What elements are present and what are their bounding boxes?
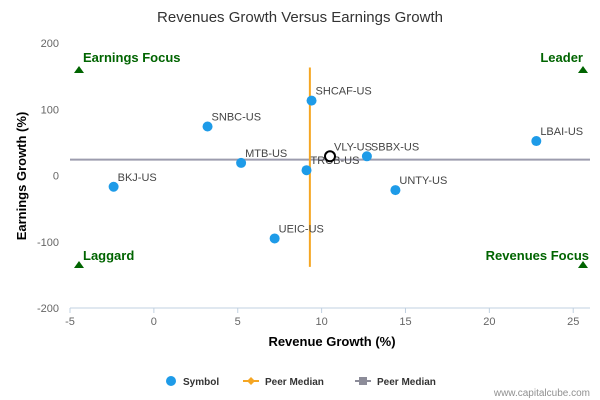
y-axis-title: Earnings Growth (%): [14, 112, 29, 241]
data-point-highlight: [324, 150, 336, 163]
x-tick-label: 0: [151, 316, 157, 328]
quadrant-bottom-left: Laggard: [83, 248, 134, 263]
triangle-top-left-icon: [74, 66, 84, 73]
legend-item-revenue-median[interactable]: Peer Median: [243, 377, 324, 388]
legend-label-earnings-median: Peer Median: [377, 377, 436, 388]
legend-item-earnings-median[interactable]: Peer Median: [355, 377, 436, 388]
data-point-label: TRCB-US: [311, 155, 360, 167]
legend-item-symbol[interactable]: Symbol: [166, 376, 219, 388]
triangle-top-right-icon: [578, 66, 588, 73]
quadrant-top-left: Earnings Focus: [83, 50, 181, 65]
data-point: [236, 157, 247, 168]
y-tick-label: -200: [37, 303, 59, 315]
x-tick-label: 20: [483, 316, 495, 328]
data-point-label: UNTY-US: [399, 175, 447, 187]
quadrant-top-right: Leader: [540, 50, 583, 65]
data-point-label: SBBX-US: [371, 141, 419, 153]
y-tick-labels: -200 -100 0 100 200: [37, 38, 59, 315]
legend-label-revenue-median: Peer Median: [265, 377, 324, 388]
x-axis-title: Revenue Growth (%): [268, 334, 395, 349]
x-tick-label: 25: [567, 316, 579, 328]
legend-label-symbol: Symbol: [183, 377, 219, 388]
data-point: [269, 233, 280, 244]
data-point: [301, 165, 312, 176]
data-point: [531, 136, 542, 147]
legend-circle-icon: [166, 376, 176, 386]
data-point: [390, 185, 401, 196]
x-tick-labels: -5 0 5 10 15 20 25: [65, 308, 579, 328]
x-tick-label: -5: [65, 316, 75, 328]
x-tick-label: 10: [315, 316, 327, 328]
data-point: [202, 121, 213, 132]
data-point-label: SHCAF-US: [316, 86, 372, 98]
data-point: [108, 181, 119, 192]
data-point: [306, 95, 317, 106]
triangle-bottom-left-icon: [74, 261, 84, 268]
credit-text: www.capitalcube.com: [493, 388, 590, 399]
quadrant-labels: Earnings Focus Leader Laggard Revenues F…: [74, 50, 589, 268]
chart-title: Revenues Growth Versus Earnings Growth: [157, 9, 443, 26]
x-tick-label: 5: [235, 316, 241, 328]
y-tick-label: 100: [41, 104, 59, 116]
data-point-label: UEIC-US: [279, 223, 324, 235]
triangle-bottom-right-icon: [578, 261, 588, 268]
data-point: [361, 151, 372, 162]
data-point-label: MTB-US: [245, 148, 287, 160]
quadrant-bottom-right: Revenues Focus: [486, 248, 589, 263]
y-tick-label: -100: [37, 237, 59, 249]
y-tick-label: 0: [53, 171, 59, 183]
data-point-label: LBAI-US: [540, 126, 583, 138]
legend: Symbol Peer Median Peer Median: [166, 376, 436, 388]
data-point-label: SNBC-US: [212, 111, 262, 123]
y-tick-label: 200: [41, 38, 59, 50]
data-point-label: VLY-US: [334, 141, 372, 153]
legend-diamond-icon: [247, 377, 255, 385]
legend-square-icon: [359, 377, 367, 385]
data-point-label: BKJ-US: [118, 172, 157, 184]
data-points: BKJ-US SNBC-US MTB-US UEIC-US TRCB-US SHCAF-U…: [108, 86, 583, 244]
x-tick-label: 15: [399, 316, 411, 328]
